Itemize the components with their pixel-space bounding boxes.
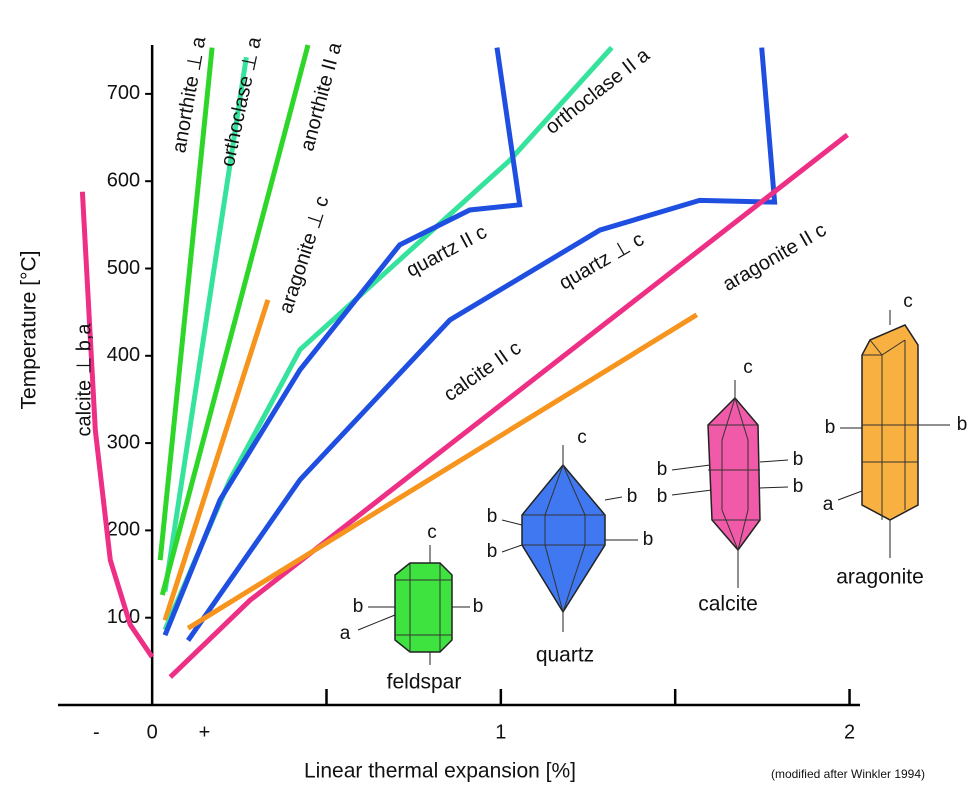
crystal-axis-label: b xyxy=(793,476,804,497)
crystal-axis-label: b xyxy=(657,486,668,507)
crystal xyxy=(522,465,605,612)
crystal-axis xyxy=(502,520,522,525)
crystal-axis xyxy=(605,497,622,500)
crystal-name: aragonite xyxy=(836,566,924,589)
crystal xyxy=(862,325,918,520)
series-line xyxy=(188,48,775,641)
crystal xyxy=(395,563,452,652)
x-axis-title: Linear thermal expansion [%] xyxy=(304,760,576,783)
series-label: aragonite II c xyxy=(719,219,830,296)
series-label: calcite ⊥ b,a xyxy=(73,323,95,437)
crystal-axis-label: a xyxy=(340,623,351,644)
x-tick-label: + xyxy=(199,721,211,743)
series-label: quartz II c xyxy=(403,221,491,282)
crystal-axis-label: c xyxy=(577,427,587,448)
crystal xyxy=(708,398,760,550)
y-axis-title: Temperature [°C] xyxy=(18,251,41,410)
crystal-axis-label: a xyxy=(823,494,834,515)
crystal-axis xyxy=(760,487,788,488)
y-tick-label: 500 xyxy=(107,257,140,279)
crystal-axis xyxy=(502,545,522,552)
x-tick-label: - xyxy=(93,721,100,743)
crystal-axis-label: b xyxy=(487,506,498,527)
crystal-axis-label: c xyxy=(743,357,753,378)
crystal-axis-label: c xyxy=(903,291,913,312)
crystal-axis-label: b xyxy=(793,449,804,470)
crystal-axis-label: b xyxy=(657,459,668,480)
crystal-axis xyxy=(672,465,710,470)
series-line xyxy=(165,48,520,636)
x-tick-label: 0 xyxy=(147,721,158,743)
crystal-name: quartz xyxy=(536,644,594,667)
crystal-name: calcite xyxy=(698,593,758,616)
crystal-axis xyxy=(358,615,395,630)
x-tick-label: 2 xyxy=(844,721,855,743)
crystal-axis-label: b xyxy=(473,596,484,617)
series-label: orthoclase ⊥ a xyxy=(217,34,266,168)
y-tick-label: 700 xyxy=(107,82,140,104)
series-label: aragonite ⊥ c xyxy=(275,193,334,316)
crystal-axis-label: b xyxy=(353,596,364,617)
source-note: (modified after Winkler 1994) xyxy=(771,767,925,781)
series-label: quartz ⊥ c xyxy=(555,228,648,294)
crystal-axis-label: b xyxy=(627,486,638,507)
y-tick-label: 300 xyxy=(107,431,140,453)
crystal-axis-label: b xyxy=(643,529,654,550)
y-tick-label: 200 xyxy=(107,519,140,541)
crystal-name: feldspar xyxy=(387,671,462,694)
crystal-axis-label: b xyxy=(957,414,968,435)
y-tick-label: 600 xyxy=(107,169,140,191)
crystal-axis xyxy=(760,460,788,462)
y-tick-label: 400 xyxy=(107,344,140,366)
crystal-axis xyxy=(672,490,712,495)
chart: Temperature [°C] Linear thermal expansio… xyxy=(0,0,972,785)
series-label: orthoclase II a xyxy=(541,44,654,139)
crystal-axis-label: b xyxy=(825,417,836,438)
x-tick-label: 1 xyxy=(495,721,506,743)
crystal-axis-label: c xyxy=(427,522,437,543)
crystal-axis-label: b xyxy=(487,541,498,562)
